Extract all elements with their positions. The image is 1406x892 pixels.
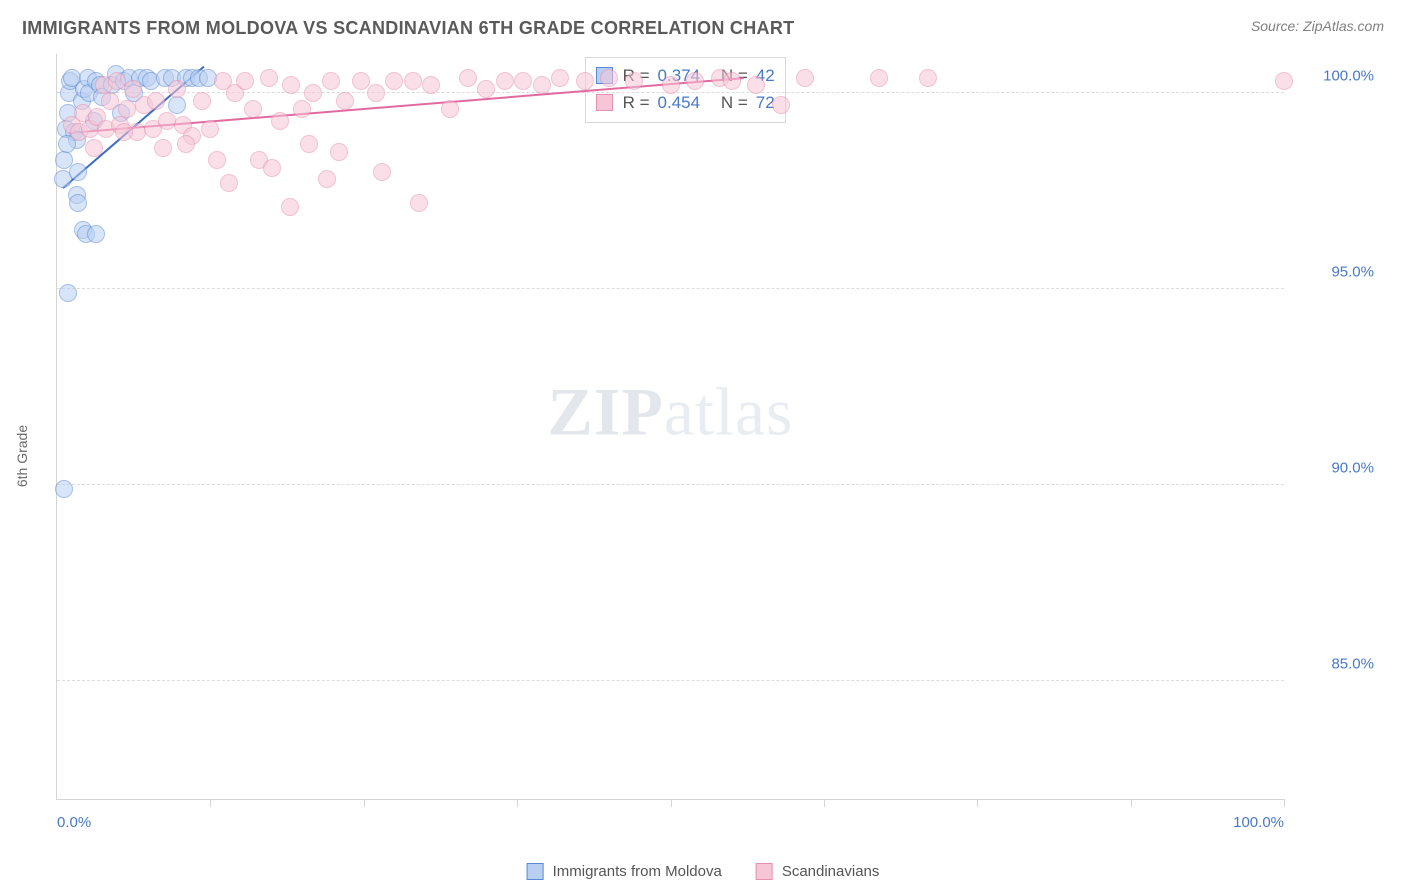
- marker-scandinavian: [533, 76, 551, 94]
- marker-scandinavian: [576, 72, 594, 90]
- bottom-legend: Immigrants from Moldova Scandinavians: [527, 863, 880, 880]
- n-label: N =: [721, 89, 748, 116]
- x-tick: [671, 799, 672, 807]
- marker-scandinavian: [496, 72, 514, 90]
- marker-scandinavian: [514, 72, 532, 90]
- r-label: R =: [623, 89, 650, 116]
- marker-moldova: [69, 163, 87, 181]
- marker-scandinavian: [260, 69, 278, 87]
- marker-moldova: [168, 96, 186, 114]
- marker-moldova: [87, 225, 105, 243]
- marker-scandinavian: [118, 100, 136, 118]
- marker-scandinavian: [318, 170, 336, 188]
- marker-scandinavian: [282, 76, 300, 94]
- marker-scandinavian: [551, 69, 569, 87]
- y-tick-label: 100.0%: [1294, 68, 1374, 85]
- watermark: ZIPatlas: [548, 372, 794, 451]
- marker-moldova: [55, 480, 73, 498]
- marker-scandinavian: [336, 92, 354, 110]
- x-tick: [364, 799, 365, 807]
- marker-scandinavian: [367, 84, 385, 102]
- marker-scandinavian: [870, 69, 888, 87]
- marker-moldova: [69, 194, 87, 212]
- plot-area: ZIPatlas R = 0.374 N = 42R = 0.454 N = 7…: [56, 54, 1284, 800]
- marker-scandinavian: [85, 139, 103, 157]
- r-value: 0.454: [658, 89, 701, 116]
- marker-scandinavian: [124, 80, 142, 98]
- x-tick: [824, 799, 825, 807]
- marker-scandinavian: [459, 69, 477, 87]
- legend-item-scandinavian: Scandinavians: [756, 863, 880, 880]
- y-tick-label: 85.0%: [1294, 656, 1374, 673]
- legend-swatch-moldova: [527, 863, 544, 880]
- x-tick-label: 0.0%: [57, 814, 91, 831]
- marker-scandinavian: [625, 72, 643, 90]
- marker-scandinavian: [263, 159, 281, 177]
- x-tick: [1131, 799, 1132, 807]
- marker-scandinavian: [723, 72, 741, 90]
- marker-scandinavian: [686, 72, 704, 90]
- chart-container: 6th Grade ZIPatlas R = 0.374 N = 42R = 0…: [48, 54, 1384, 842]
- marker-scandinavian: [193, 92, 211, 110]
- marker-scandinavian: [147, 92, 165, 110]
- marker-scandinavian: [208, 151, 226, 169]
- x-tick: [210, 799, 211, 807]
- marker-scandinavian: [304, 84, 322, 102]
- marker-scandinavian: [271, 112, 289, 130]
- marker-scandinavian: [168, 80, 186, 98]
- marker-scandinavian: [600, 69, 618, 87]
- page-title: IMMIGRANTS FROM MOLDOVA VS SCANDINAVIAN …: [22, 18, 794, 39]
- marker-scandinavian: [919, 69, 937, 87]
- marker-scandinavian: [236, 72, 254, 90]
- marker-scandinavian: [330, 143, 348, 161]
- marker-scandinavian: [281, 198, 299, 216]
- marker-moldova: [59, 284, 77, 302]
- y-axis-label: 6th Grade: [14, 425, 30, 487]
- marker-scandinavian: [220, 174, 238, 192]
- marker-scandinavian: [154, 139, 172, 157]
- x-tick: [977, 799, 978, 807]
- legend-label: Scandinavians: [782, 863, 880, 880]
- source-attribution: Source: ZipAtlas.com: [1251, 18, 1384, 34]
- legend-stats-row-scandinavian: R = 0.454 N = 72: [596, 89, 775, 116]
- marker-scandinavian: [796, 69, 814, 87]
- gridline-h: [57, 288, 1284, 289]
- legend-swatch-scandinavian: [596, 94, 613, 111]
- marker-scandinavian: [177, 135, 195, 153]
- marker-scandinavian: [747, 76, 765, 94]
- marker-scandinavian: [422, 76, 440, 94]
- x-tick: [517, 799, 518, 807]
- y-tick-label: 90.0%: [1294, 460, 1374, 477]
- marker-scandinavian: [293, 100, 311, 118]
- marker-scandinavian: [322, 72, 340, 90]
- marker-scandinavian: [404, 72, 422, 90]
- marker-scandinavian: [300, 135, 318, 153]
- marker-scandinavian: [244, 100, 262, 118]
- marker-scandinavian: [662, 76, 680, 94]
- legend-label: Immigrants from Moldova: [553, 863, 722, 880]
- legend-item-moldova: Immigrants from Moldova: [527, 863, 722, 880]
- marker-scandinavian: [441, 100, 459, 118]
- marker-scandinavian: [373, 163, 391, 181]
- x-tick: [1284, 799, 1285, 807]
- legend-swatch-scandinavian: [756, 863, 773, 880]
- marker-scandinavian: [772, 96, 790, 114]
- marker-scandinavian: [115, 123, 133, 141]
- marker-scandinavian: [410, 194, 428, 212]
- marker-scandinavian: [201, 120, 219, 138]
- x-tick-label: 100.0%: [1233, 814, 1284, 831]
- marker-scandinavian: [385, 72, 403, 90]
- marker-scandinavian: [477, 80, 495, 98]
- marker-scandinavian: [1275, 72, 1293, 90]
- gridline-h: [57, 484, 1284, 485]
- marker-scandinavian: [101, 92, 119, 110]
- gridline-h: [57, 680, 1284, 681]
- y-tick-label: 95.0%: [1294, 264, 1374, 281]
